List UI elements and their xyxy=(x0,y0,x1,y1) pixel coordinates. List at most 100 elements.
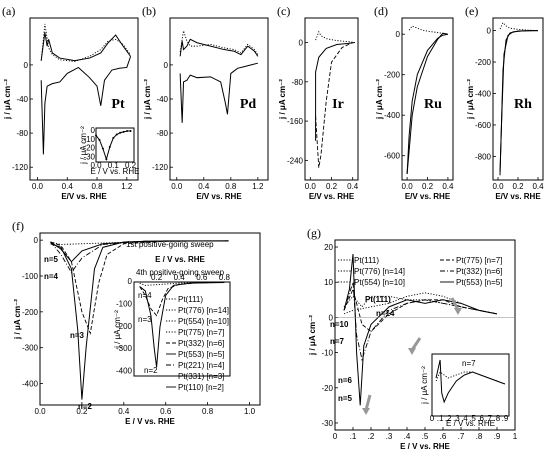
panel-g-xtick-label-7: .7 xyxy=(458,432,465,441)
panel-a-inset-ytick-2: -20 xyxy=(83,144,95,153)
panel-c-metal: Ir xyxy=(332,97,344,112)
panel-a-inset-point-8 xyxy=(122,130,125,133)
panel-a-inset-point-2 xyxy=(101,147,104,150)
panel-b-xtick-label-2: 0.8 xyxy=(225,182,237,191)
panel-b-metal: Pd xyxy=(240,97,257,112)
panel-b-series-0 xyxy=(179,62,258,123)
panel-c-series-0 xyxy=(315,42,355,141)
panel-g-inset-xtick-0: 0 xyxy=(430,414,435,423)
panel-b-xtick-label-0: 0.0 xyxy=(171,182,183,191)
panel-b-xtick-label-1: 0.4 xyxy=(198,182,210,191)
panel-g-arrow-2 xyxy=(364,394,372,411)
panel-f-inset-xtick-1: 0.4 xyxy=(174,273,186,282)
panel-d-letter: (d) xyxy=(374,4,388,18)
panel-a-inset-point-5 xyxy=(112,137,115,140)
panel-a-inset-xlabel: E / V vs. RHE xyxy=(91,167,140,176)
panel-a-inset-xtick-1: 0.1 xyxy=(108,161,120,170)
panel-e-ytick-label-3: -600 xyxy=(475,121,492,130)
panel-g-xlabel: E / V vs. RHE xyxy=(400,442,450,451)
panel-a-ytick-label-3: -120 xyxy=(12,163,29,172)
panel-g-inset-xtick-9: .9 xyxy=(502,414,509,423)
panel-a-ytick-label-0: 0 xyxy=(24,61,29,70)
panel-a-inset-point-10 xyxy=(129,130,132,132)
panel-b-series-1 xyxy=(179,38,259,57)
panel-d-xtick-label-1: 0.2 xyxy=(422,182,434,191)
panel-e-ytick-label-0: 0 xyxy=(487,27,492,36)
panel-g-xtick-label-5: .5 xyxy=(422,432,429,441)
panel-f-xtick-label-5: 1.0 xyxy=(244,407,256,416)
panel-a-series-0 xyxy=(40,56,132,155)
panel-g-xtick-label-3: .3 xyxy=(386,432,393,441)
panel-g-inset-xtick-5: .5 xyxy=(469,414,476,423)
panel-c-xlabel: E/V vs. RHE xyxy=(309,192,355,201)
panel-g-inset-xtick-3: .3 xyxy=(453,414,460,423)
panel-g-annotation-5: n=5 xyxy=(338,394,353,403)
panel-g-inset-series-0 xyxy=(435,359,506,404)
panel-a-series-1 xyxy=(40,32,131,62)
panel-f-series-3 xyxy=(50,240,229,274)
panel-f-inset-ylabel: j / μA cm⁻² xyxy=(113,310,122,349)
panel-g-xtick-label-4: .4 xyxy=(404,432,411,441)
panel-g-ytick-label-3: -10 xyxy=(321,349,333,358)
panel-a-inset-series-0 xyxy=(95,130,131,161)
panel-g-annotation-2: n=10 xyxy=(330,320,349,329)
panel-f-series-4 xyxy=(50,240,229,245)
panel-e-letter: (e) xyxy=(465,4,478,18)
panel-f-extras: 1st positive-going sweep n=5 n=4 n=3 n=2 E / … xyxy=(44,240,231,411)
panel-f-xtick-label-2: 0.4 xyxy=(118,407,130,416)
panel-c: 0.0 0.2 0.4 0 -80 -160 -240 (c) E/V vs. RHE j / μ… xyxy=(277,4,359,201)
panel-b-xtick-label-3: 1.2 xyxy=(252,182,264,191)
panel-f-xtick-label-3: 0.6 xyxy=(160,407,172,416)
panel-g-ytick-label-1: 10 xyxy=(324,278,333,287)
panel-f-inset-frame xyxy=(133,281,231,377)
panel-a-inset-ylabel: j / μA cm⁻² xyxy=(79,126,88,165)
panel-g-inset-label: n=7 xyxy=(462,359,476,368)
panel-b-ytick-label-1: -40 xyxy=(156,95,168,104)
panel-f-series-1 xyxy=(50,240,229,336)
panel-a-inset-ytick-3: -30 xyxy=(83,152,95,161)
panel-f-inset-series-2 xyxy=(139,281,225,286)
panel-f-label-3: n=2 xyxy=(78,402,93,411)
panel-c-xtick-label-0: 0.0 xyxy=(305,182,317,191)
panel-a-series-2 xyxy=(40,23,131,62)
panel-a-inset-xtick-0: 0.0 xyxy=(90,161,102,170)
panel-f-inset-title: E / V vs. RHE xyxy=(155,255,205,264)
panel-f-legend-7: Pt(331) [n=3] xyxy=(178,372,224,381)
panel-g-xtick-label-2: .2 xyxy=(368,432,375,441)
panel-d-xtick-label-0: 0.0 xyxy=(402,182,414,191)
panel-f: 0.0 0.2 0.4 0.6 0.8 1.0 0 -100 -200 -300 -400 (f) E … xyxy=(12,219,261,426)
panel-a-inset-point-4 xyxy=(108,145,111,148)
panel-f-xtick-label-4: 0.8 xyxy=(202,407,214,416)
panel-c-ytick-label-2: -160 xyxy=(287,117,304,126)
panel-g-xtick-label-6: .6 xyxy=(440,432,447,441)
panel-g-ytick-label-5: -30 xyxy=(321,419,333,428)
panel-e-ytick-label-2: -400 xyxy=(475,89,492,98)
panel-a-inset-ytick-0: 0 xyxy=(91,126,96,135)
panel-f-frame xyxy=(39,232,261,406)
panel-g-series-2 xyxy=(343,287,498,333)
panel-a-inset-xtick-2: 0.2 xyxy=(125,161,137,170)
panel-f-inset-label-2: n=2 xyxy=(144,366,158,375)
panel-g-inset-frame xyxy=(431,353,510,417)
panel-b-ytick-label-2: -80 xyxy=(156,129,168,138)
panel-g-series-0 xyxy=(343,254,498,406)
panel-a-letter: (a) xyxy=(2,4,15,18)
panel-e: 0.0 0.2 0.4 0 -200 -400 -600 -800 (e) E/V vs. RHE… xyxy=(465,4,544,201)
panel-e-xlabel: E/V vs. RHE xyxy=(495,192,541,201)
panel-c-letter: (c) xyxy=(277,4,290,18)
panel-a-inset-frame xyxy=(95,127,135,163)
panel-g-legend-1: Pt(776) [n=14] xyxy=(354,267,405,276)
panel-g-arrowhead-0 xyxy=(454,308,462,315)
panel-c-xtick-label-2: 0.4 xyxy=(347,182,359,191)
panel-f-legend-2: Pt(554) [n=10] xyxy=(178,317,229,326)
panel-g-xtick-label-10: 1 xyxy=(513,432,518,441)
panel-g-xtick-label-9: .9 xyxy=(494,432,501,441)
panel-c-ylabel: j / μA cm⁻² xyxy=(278,79,287,120)
panel-g-inset-ylabel: j / μA cm⁻² xyxy=(420,366,429,405)
panel-a-xtick-label-3: 1.2 xyxy=(121,182,133,191)
panel-f-ytick-label-1: -100 xyxy=(22,272,39,281)
panel-d-xtick-label-2: 0.4 xyxy=(442,182,454,191)
panel-g-inset-xtick-4: .4 xyxy=(461,414,468,423)
panel-a-ytick-label-1: -40 xyxy=(16,95,28,104)
